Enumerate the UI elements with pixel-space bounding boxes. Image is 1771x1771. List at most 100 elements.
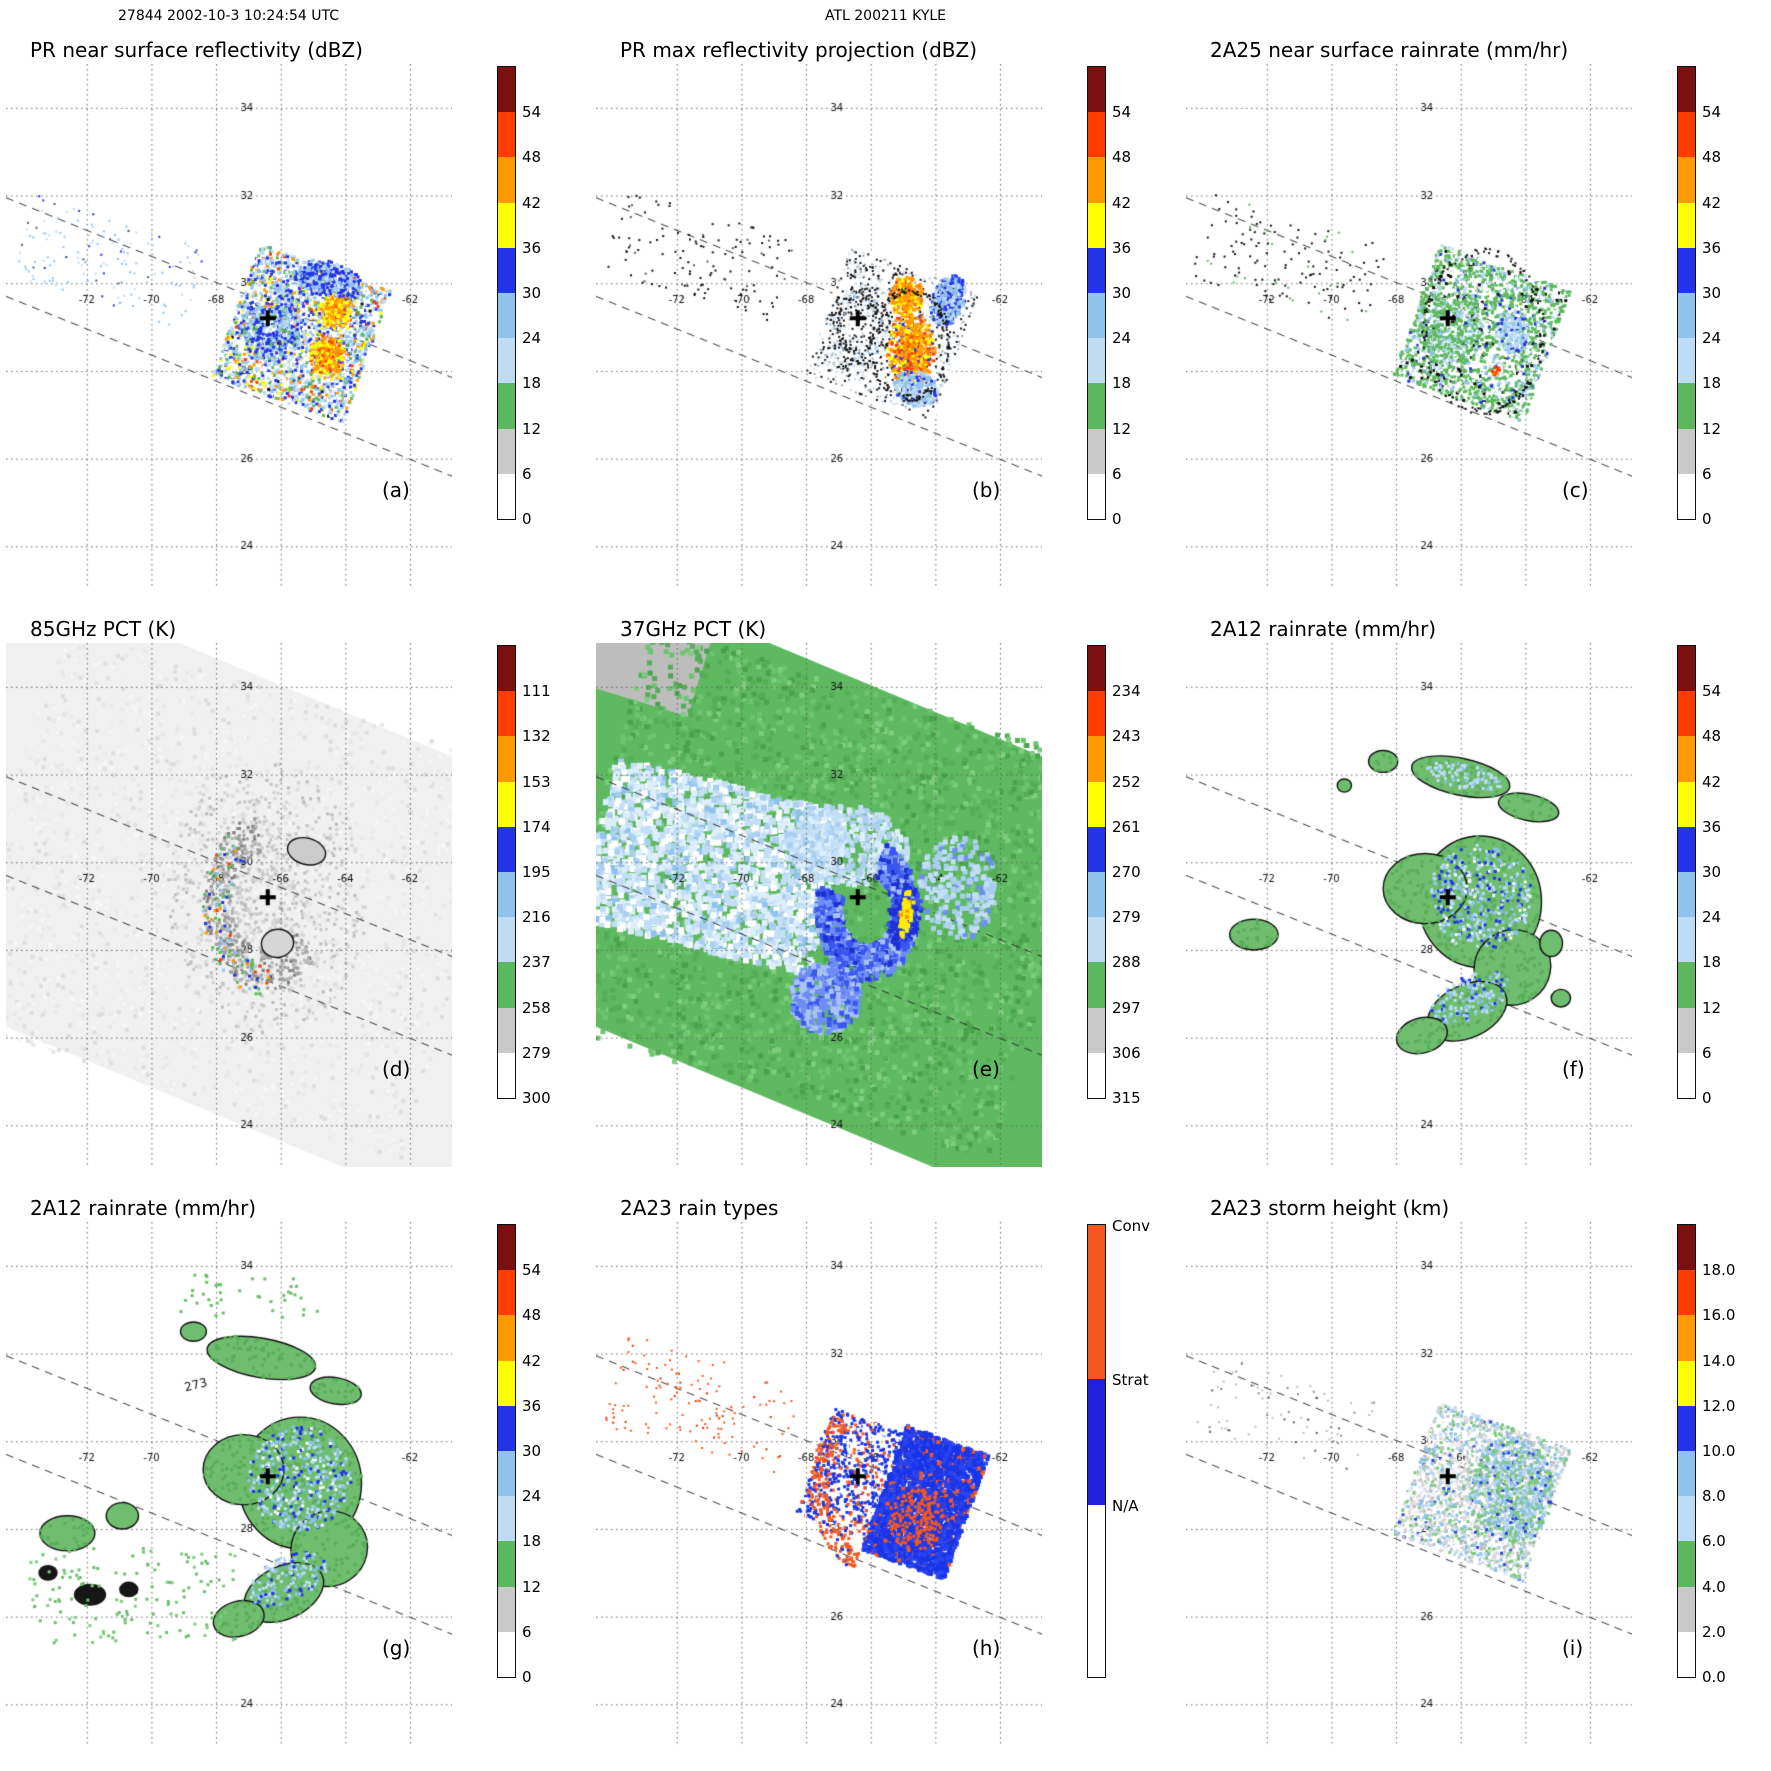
colorbar-tick-label: 42 bbox=[522, 1351, 542, 1370]
panel-i: 2A23 storm height (km) (i) 0.0 2.0 4.0 6.0 8… bbox=[1180, 1192, 1770, 1771]
colorbar-segment bbox=[1678, 691, 1695, 737]
colorbar-tick-label: 279 bbox=[522, 1043, 551, 1062]
colorbar-tick-label: 42 bbox=[522, 193, 542, 212]
panel-f: 2A12 rainrate (mm/hr) (f) 0 6 12 18 24 30 36 42… bbox=[1180, 613, 1770, 1192]
colorbar-tick-label: 6 bbox=[1702, 464, 1712, 483]
colorbar-tick-label: 36 bbox=[1702, 238, 1722, 257]
colorbar-tick-label: 8.0 bbox=[1702, 1487, 1726, 1506]
colorbar-segment bbox=[498, 917, 515, 963]
colorbar-segment bbox=[1678, 293, 1695, 339]
colorbar-segment bbox=[1088, 646, 1105, 692]
panel-h-map bbox=[596, 1222, 1042, 1746]
colorbar-tick-label: 18 bbox=[1112, 374, 1132, 393]
colorbar-segment bbox=[1088, 157, 1105, 203]
colorbar-segment bbox=[1678, 736, 1695, 782]
colorbar-tick-label: 258 bbox=[522, 998, 551, 1017]
colorbar-tick-label: 2.0 bbox=[1702, 1622, 1726, 1641]
panel-e-colorbar: 315 306 297 288 279 270 261 252 243 234 bbox=[1087, 645, 1141, 1106]
colorbar-label: Conv bbox=[1112, 1217, 1151, 1235]
colorbar-tick-label: 12 bbox=[522, 1577, 542, 1596]
colorbar-segment bbox=[1678, 1586, 1695, 1632]
colorbar-segment bbox=[498, 1496, 515, 1542]
colorbar-tick-label: 48 bbox=[1702, 727, 1722, 746]
panel-c-title: 2A25 near surface rainrate (mm/hr) bbox=[1210, 38, 1569, 62]
colorbar-segment bbox=[1088, 67, 1105, 113]
panel-g: 2A12 rainrate (mm/hr) (g) 0 6 12 18 24 30 36 42… bbox=[0, 1192, 590, 1771]
colorbar-segment bbox=[1678, 781, 1695, 827]
panel-e-title: 37GHz PCT (K) bbox=[620, 617, 767, 641]
panel-f-title: 2A12 rainrate (mm/hr) bbox=[1210, 617, 1437, 641]
colorbar-segment bbox=[1678, 917, 1695, 963]
colorbar-segment bbox=[498, 1052, 515, 1098]
colorbar-segment bbox=[1678, 1451, 1695, 1497]
panel-d-colorbar: 300 279 258 237 216 195 174 153 132 111 bbox=[497, 645, 551, 1106]
colorbar-tick-label: 12 bbox=[1702, 419, 1722, 438]
colorbar-tick-label: 30 bbox=[522, 284, 542, 302]
panel-e-letter: (e) bbox=[972, 1057, 1000, 1081]
colorbar-tick-label: 0 bbox=[522, 510, 532, 528]
panel-c-map bbox=[1186, 64, 1632, 588]
panel-b-title: PR max reflectivity projection (dBZ) bbox=[620, 38, 978, 62]
panel-h-title: 2A23 rain types bbox=[620, 1196, 779, 1220]
storm-id: ATL 200211 KYLE bbox=[824, 8, 947, 24]
colorbar-segment bbox=[1678, 1541, 1695, 1587]
colorbar-tick-label: 297 bbox=[1112, 998, 1141, 1017]
colorbar-segment bbox=[498, 691, 515, 737]
colorbar-segment bbox=[1678, 1270, 1695, 1316]
panel-a-title: PR near surface reflectivity (dBZ) bbox=[30, 38, 363, 62]
panel-c-letter: (c) bbox=[1562, 478, 1589, 502]
panel-d-map bbox=[6, 643, 452, 1167]
colorbar-tick-label: 14.0 bbox=[1702, 1351, 1736, 1370]
colorbar-segment bbox=[1088, 293, 1105, 339]
colorbar-segment bbox=[498, 473, 515, 519]
colorbar-segment bbox=[1088, 736, 1105, 782]
colorbar-segment bbox=[1678, 962, 1695, 1008]
colorbar-segment bbox=[1678, 1315, 1695, 1361]
colorbar-segment bbox=[1678, 646, 1695, 692]
colorbar-tick-label: 111 bbox=[522, 682, 551, 701]
colorbar-tick-label: 0 bbox=[1702, 510, 1712, 528]
colorbar-tick-label: 18 bbox=[522, 374, 542, 393]
panel-i-map bbox=[1186, 1222, 1632, 1746]
colorbar-tick-label: 54 bbox=[1702, 103, 1722, 122]
colorbar-tick-label: 24 bbox=[522, 1487, 542, 1506]
colorbar-segment bbox=[1088, 1378, 1105, 1506]
colorbar-segment bbox=[1088, 826, 1105, 872]
colorbar-segment bbox=[498, 1007, 515, 1053]
colorbar-segment bbox=[1678, 1225, 1695, 1271]
colorbar-segment bbox=[1678, 1007, 1695, 1053]
colorbar-segment bbox=[498, 67, 515, 113]
colorbar-tick-label: 237 bbox=[522, 953, 551, 972]
colorbar-tick-label: 54 bbox=[1702, 682, 1722, 701]
colorbar-segment bbox=[498, 1225, 515, 1271]
colorbar-tick-label: 36 bbox=[522, 238, 542, 257]
colorbar-segment bbox=[1678, 1496, 1695, 1542]
colorbar-segment bbox=[1088, 112, 1105, 158]
colorbar-tick-label: 24 bbox=[1702, 329, 1722, 348]
colorbar-segment bbox=[498, 247, 515, 293]
colorbar-segment bbox=[1088, 962, 1105, 1008]
panel-g-letter: (g) bbox=[382, 1636, 411, 1660]
panel-c-colorbar: 0 6 12 18 24 30 36 42 48 54 bbox=[1677, 66, 1721, 527]
colorbar-tick-label: 30 bbox=[522, 1442, 542, 1460]
colorbar-tick-label: 174 bbox=[522, 817, 551, 836]
colorbar-tick-label: 300 bbox=[522, 1089, 551, 1107]
panel-f-colorbar: 0 6 12 18 24 30 36 42 48 54 bbox=[1677, 645, 1721, 1106]
panel-f-map bbox=[1186, 643, 1632, 1167]
panel-h-colorbar: N/A Strat Conv bbox=[1087, 1218, 1150, 1678]
colorbar-tick-label: 6 bbox=[522, 464, 532, 483]
colorbar-segment bbox=[498, 1360, 515, 1406]
colorbar-tick-label: 0 bbox=[1112, 510, 1122, 528]
colorbar-tick-label: 42 bbox=[1702, 772, 1722, 791]
colorbar-tick-label: 18 bbox=[1702, 374, 1722, 393]
colorbar-tick-label: 4.0 bbox=[1702, 1577, 1726, 1596]
colorbar-segment bbox=[1678, 157, 1695, 203]
colorbar-tick-label: 54 bbox=[522, 1261, 542, 1280]
colorbar-tick-label: 18 bbox=[522, 1532, 542, 1551]
colorbar-tick-label: 42 bbox=[1112, 193, 1132, 212]
colorbar-tick-label: 195 bbox=[522, 863, 551, 881]
colorbar-label: N/A bbox=[1112, 1497, 1139, 1516]
colorbar-segment bbox=[1678, 473, 1695, 519]
panel-a-map bbox=[6, 64, 452, 588]
colorbar-segment bbox=[498, 1405, 515, 1451]
